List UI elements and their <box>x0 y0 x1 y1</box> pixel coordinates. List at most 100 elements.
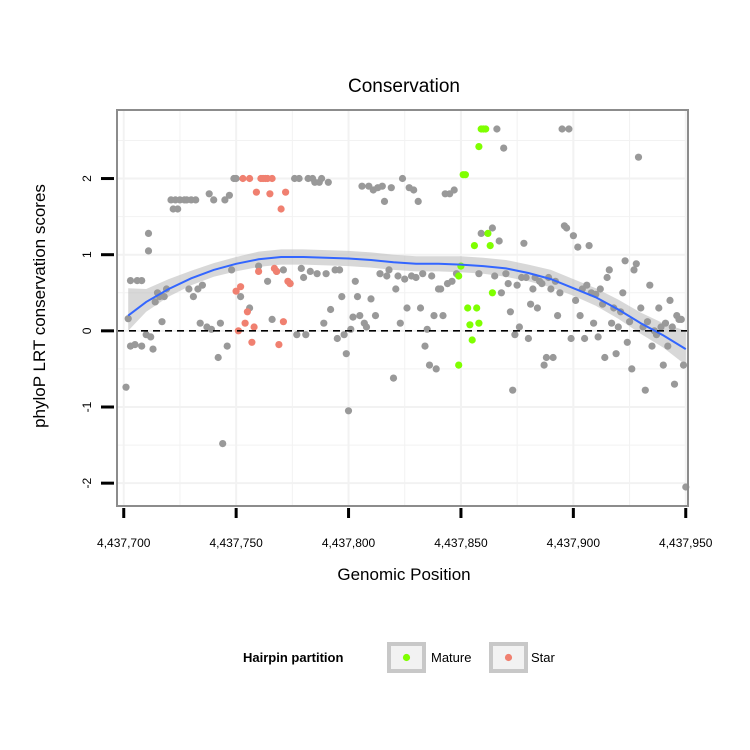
point-other <box>439 312 447 320</box>
point-mature <box>468 336 476 344</box>
point-other <box>641 386 649 394</box>
point-other <box>558 125 566 133</box>
point-star <box>237 283 245 291</box>
point-other <box>497 289 505 297</box>
point-star <box>277 205 285 213</box>
point-other <box>554 312 562 320</box>
point-other <box>666 296 674 304</box>
point-other <box>605 266 613 274</box>
point-other <box>401 275 409 283</box>
x-axis-title: Genomic Position <box>337 565 470 584</box>
point-other <box>601 353 609 362</box>
point-mature <box>470 242 478 250</box>
point-other <box>572 296 580 304</box>
point-other <box>149 345 157 353</box>
point-other <box>122 383 130 391</box>
y-tick-label: 2 <box>80 175 94 182</box>
point-other <box>540 361 548 369</box>
point-other <box>383 272 391 280</box>
point-other <box>356 312 364 320</box>
point-other <box>574 243 582 251</box>
point-star <box>266 190 274 198</box>
point-star <box>273 267 281 275</box>
point-other <box>144 247 153 255</box>
point-other <box>196 319 204 327</box>
point-other <box>630 266 638 274</box>
point-other <box>264 277 272 285</box>
point-other <box>124 315 132 323</box>
point-other <box>549 353 557 362</box>
point-other <box>500 144 508 152</box>
point-other <box>495 237 503 245</box>
point-other <box>320 319 328 327</box>
point-other <box>491 272 499 280</box>
point-other <box>297 264 305 272</box>
point-other <box>661 319 670 327</box>
point-other <box>367 295 375 303</box>
point-other <box>612 350 620 358</box>
point-other <box>293 331 301 339</box>
point-other <box>421 342 429 350</box>
x-tick-label: 4,437,800 <box>322 536 376 550</box>
point-mature <box>482 125 490 133</box>
point-other <box>493 125 501 133</box>
point-other <box>207 325 215 333</box>
legend-title: Hairpin partition <box>243 650 343 665</box>
point-other <box>448 277 456 285</box>
point-other <box>603 273 611 282</box>
point-other <box>614 323 622 331</box>
point-other <box>378 182 386 190</box>
point-other <box>295 174 303 183</box>
point-other <box>398 174 407 183</box>
point-other <box>394 272 402 280</box>
point-star <box>243 308 251 316</box>
point-other <box>219 440 227 448</box>
point-other <box>336 266 344 274</box>
point-other <box>632 260 640 268</box>
legend-label-star: Star <box>531 650 556 665</box>
point-mature <box>455 272 463 280</box>
point-other <box>529 285 537 293</box>
point-other <box>576 312 584 320</box>
point-other <box>414 197 422 205</box>
point-mature <box>475 319 483 327</box>
y-axis: -2 -1 0 1 2 <box>80 175 114 488</box>
point-other <box>313 270 321 278</box>
point-other <box>623 338 631 346</box>
point-other <box>214 353 222 362</box>
point-star <box>268 174 276 183</box>
point-other <box>432 365 440 373</box>
point-other <box>160 293 168 301</box>
point-other <box>223 342 231 350</box>
point-other <box>232 174 240 183</box>
point-other <box>594 333 602 341</box>
point-other <box>138 342 146 350</box>
point-mature <box>475 143 483 151</box>
point-other <box>192 196 200 204</box>
point-other <box>322 270 330 278</box>
point-star <box>239 174 247 183</box>
point-other <box>585 242 593 250</box>
point-other <box>664 342 672 350</box>
point-other <box>565 125 573 133</box>
point-other <box>416 304 425 312</box>
point-other <box>225 191 233 199</box>
point-other <box>144 229 153 237</box>
point-other <box>380 197 389 205</box>
point-other <box>353 293 362 301</box>
point-other <box>338 293 346 301</box>
point-mature <box>455 361 463 369</box>
point-other <box>371 312 380 320</box>
point-other <box>583 281 591 289</box>
point-other <box>634 153 643 161</box>
point-other <box>340 331 348 339</box>
point-other <box>344 407 353 415</box>
point-other <box>437 285 445 293</box>
point-other <box>648 342 656 350</box>
point-other <box>563 224 571 232</box>
point-other <box>626 318 634 326</box>
point-other <box>567 334 575 343</box>
y-tick-label: -2 <box>80 477 94 488</box>
point-other <box>679 361 688 369</box>
